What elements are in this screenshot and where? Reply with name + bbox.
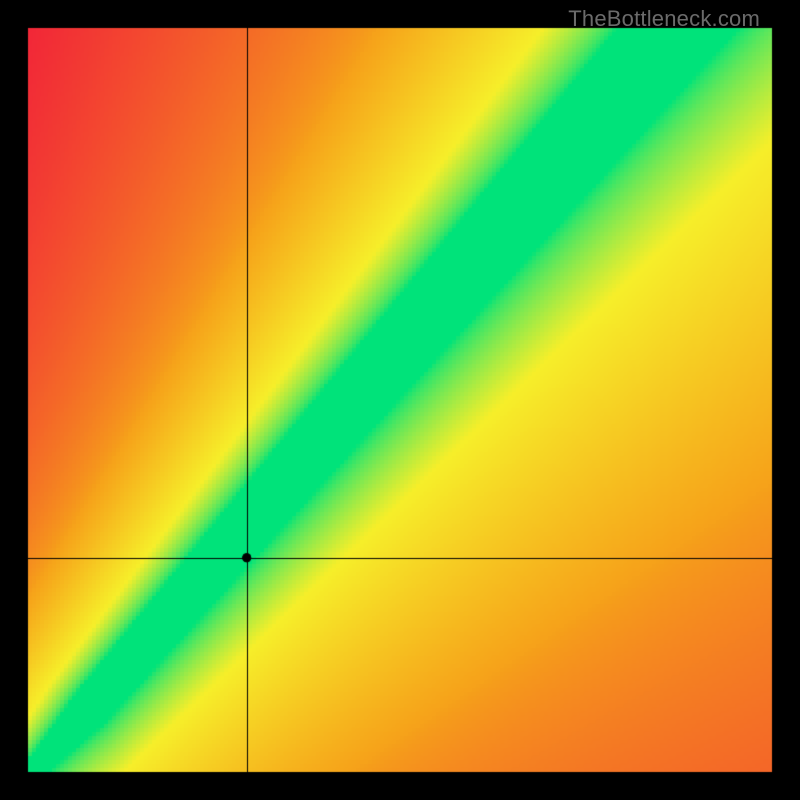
bottleneck-heatmap: TheBottleneck.com (0, 0, 800, 800)
heatmap-canvas (0, 0, 800, 800)
